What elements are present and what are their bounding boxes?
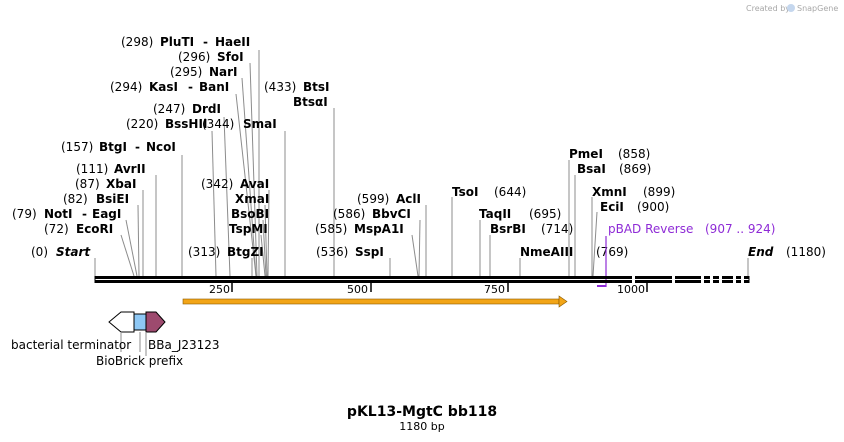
site-pos-bsshii: (220) <box>126 117 158 131</box>
site-pos-pmei: (858) <box>618 147 650 161</box>
site-dash-kasi: - <box>188 80 193 94</box>
site-name-btsai: BtsαI <box>293 95 328 109</box>
site-pos-btgzi: (313) <box>188 245 220 259</box>
terminator-label: bacterial terminator <box>11 338 131 352</box>
site-dash-noti: - <box>82 207 87 221</box>
site-name-noti: NotI <box>44 207 73 221</box>
site-name-sspi: SspI <box>355 245 384 259</box>
site-name-btsi: BtsI <box>303 80 330 94</box>
site-name-start: Start <box>56 245 91 259</box>
site-name-pmei: PmeI <box>569 147 603 161</box>
site-pos-drdi: (247) <box>153 102 185 116</box>
ruler-label-1000: 1000 <box>617 283 645 296</box>
site-name-ecori: EcoRI <box>76 222 113 236</box>
site-name-tspmi: TspMI <box>229 222 268 236</box>
site-pos-smai: (344) <box>202 117 234 131</box>
orf-arrow <box>182 295 568 308</box>
site-name-smai: SmaI <box>243 117 277 131</box>
site-name-bsobi: BsoBI <box>231 207 269 221</box>
site-pos-sspi: (536) <box>316 245 348 259</box>
site-name-eagi: EagI <box>92 207 121 221</box>
credit-text: Created by <box>746 4 790 13</box>
site-pos-acli: (599) <box>357 192 389 206</box>
feature-group <box>108 311 166 356</box>
site-name-acli: AclI <box>396 192 421 206</box>
site-name-bsshii: BssHII <box>165 117 207 131</box>
site-pos-bsrbi: (714) <box>541 222 573 236</box>
site-pos-xbai: (87) <box>75 177 100 191</box>
site-name-bsai: BsaI <box>577 162 606 176</box>
site-pos-nari: (295) <box>170 65 202 79</box>
site-name-xmni: XmnI <box>592 185 627 199</box>
site-pos-noti: (79) <box>12 207 37 221</box>
ruler-label-250: 250 <box>209 283 230 296</box>
ruler-label-500: 500 <box>347 283 368 296</box>
site-pos-bbvci: (586) <box>333 207 365 221</box>
site-pos-xmni: (899) <box>643 185 675 199</box>
site-name-bsiei: BsiEI <box>96 192 129 206</box>
site-name-ncoi: NcoI <box>146 140 176 154</box>
site-name-bsrbi: BsrBI <box>490 222 526 236</box>
site-name-nari: NarI <box>209 65 238 79</box>
site-name-drdi: DrdI <box>192 102 221 116</box>
site-pos-kasi: (294) <box>110 80 142 94</box>
site-name-btgzi: BtgZI <box>227 245 264 259</box>
site-name-bani: BanI <box>199 80 229 94</box>
backbone <box>94 276 750 283</box>
site-pos-end: (1180) <box>786 245 826 259</box>
credit-brand: SnapGene <box>797 4 838 13</box>
site-pos-tsoi: (644) <box>494 185 526 199</box>
site-name-pluti: PluTI <box>160 35 194 49</box>
site-pos-btgi: (157) <box>61 140 93 154</box>
site-name-btgi: BtgI <box>99 140 127 154</box>
site-pos-bsai: (869) <box>619 162 651 176</box>
snapgene-logo-icon <box>787 4 795 12</box>
site-name-bbvci: BbvCI <box>372 207 411 221</box>
site-pos-sfoi: (296) <box>178 50 210 64</box>
primer-range: (907 .. 924) <box>705 222 775 236</box>
site-name-sfoi: SfoI <box>217 50 244 64</box>
prefix-feature <box>145 311 166 333</box>
map-length: 1180 bp <box>399 420 444 433</box>
site-pos-taqii: (695) <box>529 207 561 221</box>
site-name-haeii: HaeII <box>215 35 250 49</box>
primer-label: pBAD Reverse <box>608 222 693 236</box>
site-pos-avrii: (111) <box>76 162 108 176</box>
site-name-ecii: EciI <box>600 200 624 214</box>
site-pos-btsi: (433) <box>264 80 296 94</box>
terminator-feature <box>108 311 135 333</box>
site-pos-mspa1i: (585) <box>315 222 347 236</box>
backbone-gap-marks <box>632 276 744 283</box>
prefix-label: BioBrick prefix <box>96 354 183 368</box>
site-pos-nmeaiii: (769) <box>596 245 628 259</box>
site-name-xbai: XbaI <box>106 177 136 191</box>
site-pos-avai: (342) <box>201 177 233 191</box>
site-leaders <box>94 50 749 277</box>
promoter-label: BBa_J23123 <box>148 338 220 352</box>
site-name-xmai: XmaI <box>235 192 269 206</box>
promoter-feature <box>133 313 147 331</box>
site-dash-pluti: - <box>203 35 208 49</box>
site-name-kasi: KasI <box>149 80 178 94</box>
site-labels: (298) PluTI - HaeII (296) SfoI (295) Nar… <box>12 35 826 259</box>
site-pos-pluti: (298) <box>121 35 153 49</box>
site-pos-ecori: (72) <box>44 222 69 236</box>
site-name-end: End <box>748 245 774 259</box>
site-name-avai: AvaI <box>240 177 269 191</box>
ruler-label-750: 750 <box>484 283 505 296</box>
site-name-mspa1i: MspA1I <box>354 222 404 236</box>
site-name-avrii: AvrII <box>114 162 146 176</box>
ruler-ticks <box>231 283 648 292</box>
site-name-taqii: TaqII <box>479 207 511 221</box>
site-pos-bsiei: (82) <box>63 192 88 206</box>
site-name-tsoi: TsoI <box>452 185 478 199</box>
site-dash-btgi: - <box>135 140 140 154</box>
site-pos-ecii: (900) <box>637 200 669 214</box>
site-pos-start: (0) <box>31 245 48 259</box>
site-name-nmeaiii: NmeAIII <box>520 245 573 259</box>
map-title: pKL13-MgtC bb118 <box>347 404 497 420</box>
